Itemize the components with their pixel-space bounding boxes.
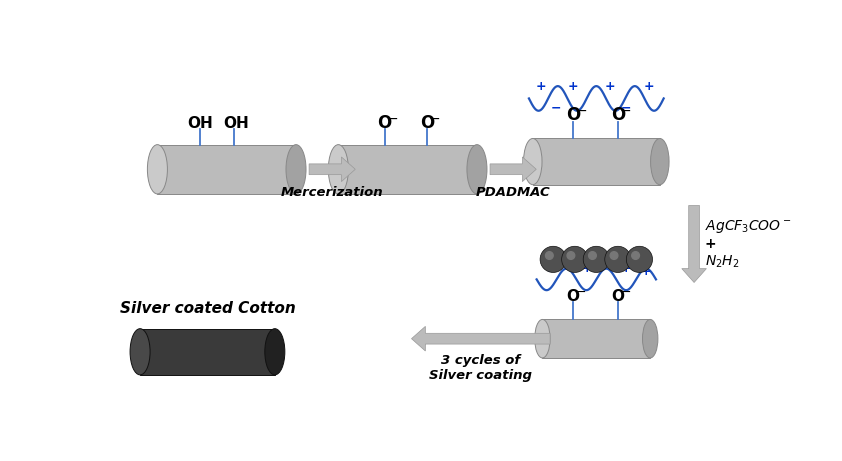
Text: OH: OH — [223, 116, 249, 130]
PathPatch shape — [682, 206, 706, 283]
Text: −: − — [429, 112, 440, 126]
Ellipse shape — [328, 145, 349, 194]
Circle shape — [546, 252, 553, 260]
Text: −: − — [551, 101, 562, 114]
Circle shape — [567, 252, 575, 260]
Text: Silver coated Cotton: Silver coated Cotton — [120, 301, 296, 316]
Text: $AgCF_3COO^-$
+
$N_2H_2$: $AgCF_3COO^-$ + $N_2H_2$ — [705, 218, 791, 270]
Text: 3 cycles of
Silver coating: 3 cycles of Silver coating — [429, 354, 532, 382]
Circle shape — [632, 252, 639, 260]
PathPatch shape — [412, 326, 550, 351]
Text: O: O — [420, 114, 434, 132]
Ellipse shape — [286, 145, 306, 194]
Bar — [140, 329, 274, 375]
Ellipse shape — [524, 138, 542, 185]
Text: OH: OH — [187, 116, 213, 130]
Bar — [157, 145, 296, 194]
Text: O: O — [377, 114, 392, 132]
Text: O: O — [611, 289, 625, 304]
Text: +: + — [582, 262, 593, 275]
Bar — [542, 319, 650, 358]
Bar — [338, 145, 477, 194]
PathPatch shape — [309, 157, 355, 182]
Circle shape — [605, 246, 631, 272]
Text: +: + — [536, 80, 546, 93]
Text: −: − — [575, 104, 587, 118]
Text: +: + — [568, 80, 578, 93]
Text: +: + — [621, 262, 631, 275]
Text: +: + — [605, 80, 616, 93]
Circle shape — [626, 246, 653, 272]
Text: −: − — [621, 286, 631, 299]
Text: Mercerization: Mercerization — [281, 186, 383, 199]
Text: −: − — [576, 286, 586, 299]
Text: −: − — [621, 101, 631, 114]
Text: O: O — [566, 106, 580, 124]
Circle shape — [589, 252, 596, 260]
Ellipse shape — [130, 329, 150, 375]
Ellipse shape — [651, 138, 669, 185]
Ellipse shape — [147, 145, 168, 194]
Circle shape — [540, 246, 567, 272]
Circle shape — [562, 246, 588, 272]
Ellipse shape — [265, 329, 285, 375]
Text: O: O — [567, 289, 579, 304]
Ellipse shape — [535, 319, 550, 358]
Text: PDADMAC: PDADMAC — [476, 186, 551, 199]
Text: +: + — [641, 265, 652, 278]
Text: +: + — [643, 80, 654, 93]
Ellipse shape — [642, 319, 658, 358]
Ellipse shape — [467, 145, 487, 194]
Circle shape — [584, 246, 610, 272]
Bar — [533, 138, 660, 185]
Text: O: O — [610, 106, 625, 124]
Circle shape — [610, 252, 618, 260]
Text: −: − — [386, 112, 398, 126]
Text: +: + — [543, 262, 554, 275]
PathPatch shape — [490, 157, 536, 182]
Text: −: − — [620, 104, 632, 118]
